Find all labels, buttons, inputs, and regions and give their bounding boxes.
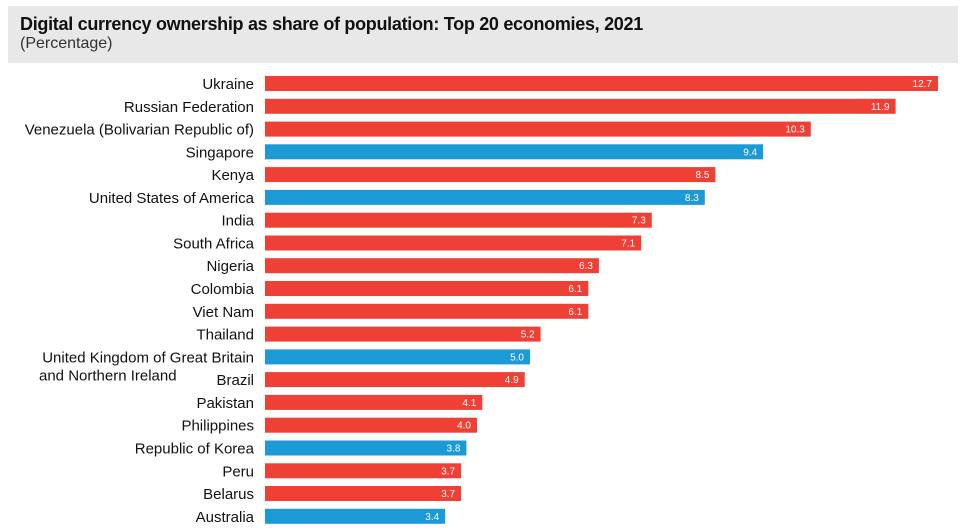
bar-value-label: 6.3 — [579, 261, 593, 272]
category-label: Singapore — [186, 144, 254, 161]
category-label: Belarus — [203, 486, 254, 503]
bar — [265, 508, 446, 524]
category-label: Viet Nam — [193, 304, 254, 321]
bar-value-label: 3.4 — [425, 512, 439, 523]
category-label: Philippines — [181, 418, 254, 435]
category-label: Ukraine — [202, 76, 254, 93]
category-label: Venezuela (Bolivarian Republic of) — [25, 122, 254, 139]
bar-value-label: 5.0 — [510, 352, 524, 363]
bar — [265, 76, 938, 91]
bar — [265, 303, 589, 319]
bar — [265, 212, 652, 228]
chart-title: Digital currency ownership as share of p… — [20, 14, 643, 34]
category-label: Australia — [196, 509, 255, 526]
bar-value-label: 4.0 — [457, 421, 471, 432]
bar-value-label: 10.3 — [785, 125, 805, 136]
chart-subtitle: (Percentage) — [20, 35, 113, 52]
category-label: Peru — [222, 463, 254, 480]
bar — [265, 189, 705, 205]
bar — [265, 98, 896, 114]
bar-value-label: 11.9 — [871, 102, 890, 113]
bar — [265, 486, 462, 501]
bar-value-label: 6.1 — [568, 307, 582, 318]
bar-value-label: 6.1 — [568, 284, 582, 295]
bar-value-label: 3.7 — [441, 466, 455, 477]
bar-value-label: 3.8 — [446, 444, 460, 455]
category-label: Russian Federation — [124, 99, 254, 116]
bar-value-label: 8.3 — [685, 193, 699, 204]
bar-value-label: 12.7 — [913, 79, 933, 90]
bar — [265, 440, 467, 456]
chart-header: Digital currency ownership as share of p… — [8, 6, 958, 63]
bar-value-label: 4.1 — [462, 398, 476, 409]
bar — [265, 281, 589, 296]
category-label: South Africa — [173, 236, 255, 253]
bar — [265, 121, 811, 137]
bar-value-label: 8.5 — [695, 170, 709, 181]
bar — [265, 258, 599, 274]
bar-value-label: 7.1 — [621, 239, 635, 250]
bar-value-label: 5.2 — [521, 330, 535, 341]
bar-value-label: 7.3 — [632, 216, 646, 227]
category-label: United States of America — [89, 190, 255, 207]
bar — [265, 326, 541, 342]
category-label: Kenya — [211, 167, 254, 184]
bar — [265, 235, 642, 251]
category-label: Pakistan — [196, 395, 254, 412]
category-label: Colombia — [191, 281, 255, 298]
bar — [265, 372, 525, 388]
category-label: India — [221, 213, 254, 230]
bar — [265, 167, 716, 183]
bar — [265, 394, 483, 410]
category-label: United Kingdom of Great Britain — [42, 349, 254, 366]
bar-value-label: 3.7 — [441, 489, 455, 500]
bar — [265, 417, 477, 433]
bar — [265, 463, 462, 479]
category-label: Nigeria — [206, 258, 254, 275]
category-label: Brazil — [216, 372, 254, 389]
bar — [265, 144, 764, 160]
bar — [265, 349, 530, 365]
category-label: Thailand — [196, 327, 254, 344]
category-label: Republic of Korea — [135, 441, 255, 458]
bar-value-label: 4.9 — [505, 375, 519, 386]
bar-value-label: 9.4 — [743, 147, 757, 158]
category-label-continued: and Northern Ireland — [39, 367, 177, 384]
